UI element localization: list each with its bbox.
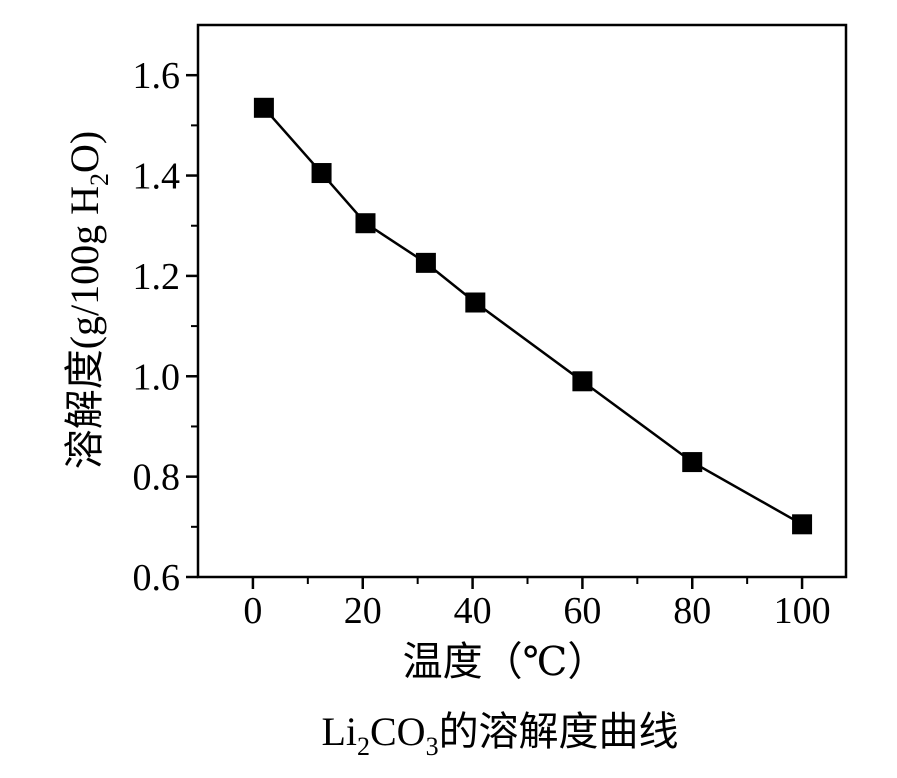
data-point bbox=[311, 163, 332, 184]
x-tick-label: 0 bbox=[243, 590, 262, 632]
data-point bbox=[355, 213, 376, 234]
y-tick-label: 1.0 bbox=[133, 356, 181, 398]
y-tick-label: 1.4 bbox=[133, 156, 181, 198]
x-tick-label: 40 bbox=[454, 590, 492, 632]
y-axis-ticks: 0.6 0.8 1.0 1.2 1.4 1.6 bbox=[133, 55, 198, 599]
series-group bbox=[253, 97, 813, 535]
data-point bbox=[682, 452, 703, 473]
data-point bbox=[415, 252, 436, 273]
x-axis-ticks: 0 20 40 60 80 100 bbox=[243, 577, 831, 632]
data-point bbox=[572, 371, 593, 392]
y-axis-title: 溶解度(g/100g H2O) bbox=[62, 131, 114, 470]
x-tick-label: 80 bbox=[673, 590, 711, 632]
y-tick-label: 0.6 bbox=[133, 557, 181, 599]
x-tick-label: 60 bbox=[563, 590, 601, 632]
y-tick-label: 1.2 bbox=[133, 256, 181, 298]
data-point bbox=[465, 292, 486, 313]
y-tick-label: 1.6 bbox=[133, 55, 181, 97]
data-point bbox=[253, 97, 274, 118]
x-axis-title: 温度（℃） bbox=[403, 639, 608, 684]
series-line bbox=[262, 106, 803, 526]
x-tick-label: 20 bbox=[344, 590, 382, 632]
plot-frame bbox=[196, 23, 848, 579]
x-tick-label: 100 bbox=[774, 590, 831, 632]
y-tick-label: 0.8 bbox=[133, 457, 181, 499]
chart-caption: Li2CO3的溶解度曲线 bbox=[321, 709, 678, 761]
data-point bbox=[792, 514, 813, 535]
